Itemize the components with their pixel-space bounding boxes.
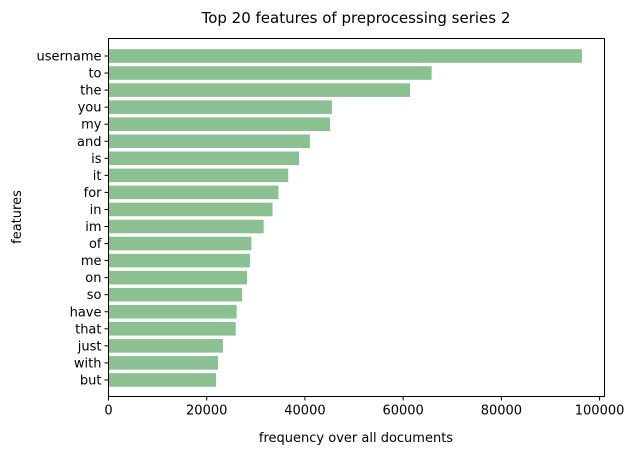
bar-my <box>108 117 330 131</box>
x-axis-label: frequency over all documents <box>259 431 453 446</box>
x-axis-ticks: 0 20000 40000 60000 80000 100000 <box>104 396 625 419</box>
bar-of <box>108 236 252 251</box>
bar-is <box>108 151 300 166</box>
y-tick-label-username: username <box>37 50 102 65</box>
bar-on <box>108 270 247 285</box>
bar-have <box>108 304 237 319</box>
bar-you <box>108 100 332 114</box>
x-tick-label: 100000 <box>575 404 625 419</box>
y-tick-label-of: of <box>89 237 102 252</box>
bar-it <box>108 168 289 183</box>
bar-with <box>108 356 219 370</box>
bars-group <box>108 49 582 387</box>
y-tick-label-in: in <box>90 203 102 218</box>
bar-me <box>108 253 250 268</box>
bar-in <box>108 202 273 217</box>
y-tick-label-so: so <box>87 288 102 303</box>
bar-and <box>108 134 310 149</box>
bar-so <box>108 287 243 302</box>
x-tick-label: 0 <box>104 404 112 419</box>
y-tick-label-with: with <box>74 356 102 371</box>
bar-for <box>108 185 279 200</box>
y-tick-label-and: and <box>77 135 101 150</box>
bar-to <box>108 66 432 80</box>
bar-but <box>108 373 217 387</box>
x-tick-label: 60000 <box>382 404 423 419</box>
x-tick-label: 80000 <box>481 404 522 419</box>
x-tick-label: 20000 <box>186 404 227 419</box>
y-tick-label-me: me <box>81 254 102 269</box>
y-tick-label-but: but <box>80 373 102 388</box>
y-tick-label-have: have <box>70 305 102 320</box>
y-tick-label-you: you <box>78 101 102 116</box>
chart-title: Top 20 features of preprocessing series … <box>201 9 511 27</box>
y-tick-label-my: my <box>81 118 102 133</box>
y-tick-label-the: the <box>80 84 101 99</box>
y-tick-label-to: to <box>88 67 101 82</box>
bar-username <box>108 49 582 63</box>
bar-im <box>108 219 264 234</box>
y-tick-label-just: just <box>77 339 102 354</box>
bar-that <box>108 322 236 336</box>
y-tick-label-is: is <box>91 152 102 167</box>
y-axis-ticks: username to the you my and is it for in im of me on so… <box>37 50 109 388</box>
y-tick-label-it: it <box>93 169 102 184</box>
y-axis-label: features <box>10 190 25 244</box>
y-tick-label-that: that <box>75 322 101 337</box>
plot-frame <box>108 38 605 397</box>
y-tick-label-im: im <box>85 220 101 235</box>
y-tick-label-for: for <box>84 186 103 201</box>
bar-just <box>108 339 223 353</box>
bar-the <box>108 83 411 97</box>
y-tick-label-on: on <box>85 271 101 286</box>
x-tick-label: 40000 <box>284 404 325 419</box>
